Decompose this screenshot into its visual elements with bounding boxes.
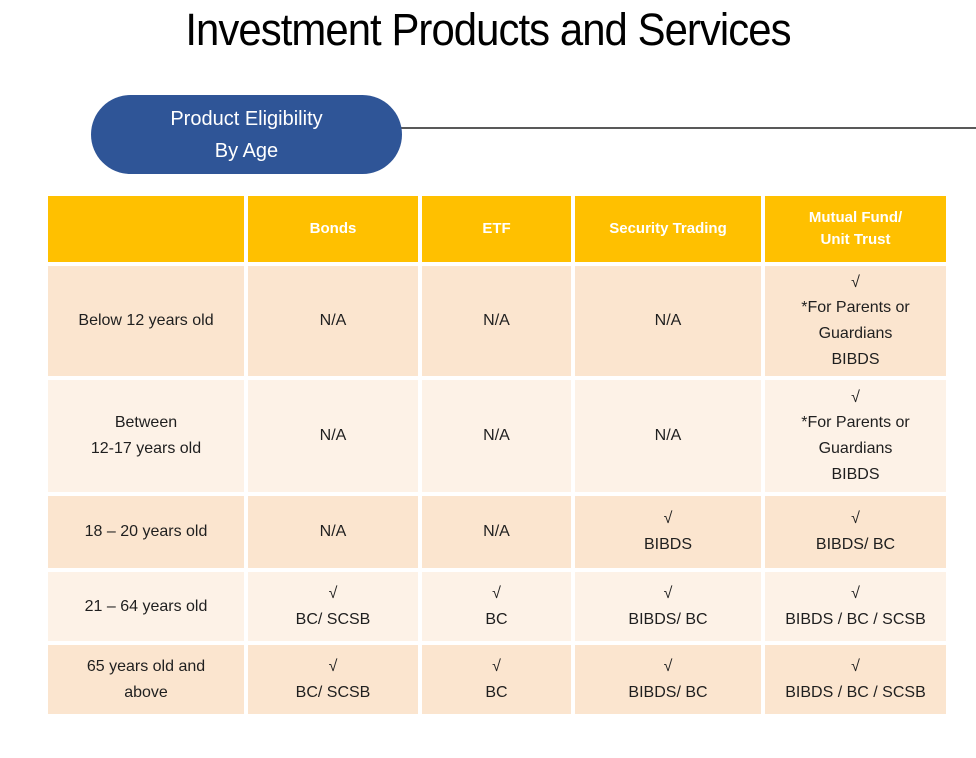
header-cell-age bbox=[48, 196, 244, 262]
age-cell: 18 – 20 years old bbox=[48, 496, 244, 568]
mutual-fund-cell: √ *For Parents or Guardians BIBDS bbox=[765, 266, 946, 376]
header-cell-security-trading: Security Trading bbox=[575, 196, 761, 262]
age-cell: 65 years old and above bbox=[48, 645, 244, 714]
security-trading-cell: N/A bbox=[575, 266, 761, 376]
mutual-fund-cell: √ BIBDS / BC / SCSB bbox=[765, 572, 946, 641]
page-title: Investment Products and Services bbox=[185, 4, 791, 55]
header-cell-mutual-fund: Mutual Fund/ Unit Trust bbox=[765, 196, 946, 262]
bonds-cell: N/A bbox=[248, 496, 418, 568]
header-cell-etf: ETF bbox=[422, 196, 571, 262]
security-trading-cell: √ BIBDS bbox=[575, 496, 761, 568]
security-trading-cell: √ BIBDS/ BC bbox=[575, 645, 761, 714]
security-trading-cell: N/A bbox=[575, 380, 761, 492]
age-cell: Below 12 years old bbox=[48, 266, 244, 376]
etf-cell: √ BC bbox=[422, 645, 571, 714]
eligibility-badge: Product Eligibility By Age bbox=[91, 95, 402, 174]
bonds-cell: N/A bbox=[248, 380, 418, 492]
age-cell: 21 – 64 years old bbox=[48, 572, 244, 641]
bonds-cell: √ BC/ SCSB bbox=[248, 645, 418, 714]
age-cell: Between 12-17 years old bbox=[48, 380, 244, 492]
mutual-fund-cell: √ *For Parents or Guardians BIBDS bbox=[765, 380, 946, 492]
bonds-cell: N/A bbox=[248, 266, 418, 376]
header-cell-bonds: Bonds bbox=[248, 196, 418, 262]
eligibility-table: Bonds ETF Security Trading Mutual Fund/ … bbox=[48, 196, 946, 714]
badge-label: Product Eligibility By Age bbox=[170, 107, 323, 162]
etf-cell: N/A bbox=[422, 266, 571, 376]
connector-line bbox=[246, 127, 976, 129]
bonds-cell: √ BC/ SCSB bbox=[248, 572, 418, 641]
security-trading-cell: √ BIBDS/ BC bbox=[575, 572, 761, 641]
etf-cell: √ BC bbox=[422, 572, 571, 641]
etf-cell: N/A bbox=[422, 380, 571, 492]
mutual-fund-cell: √ BIBDS/ BC bbox=[765, 496, 946, 568]
etf-cell: N/A bbox=[422, 496, 571, 568]
mutual-fund-cell: √ BIBDS / BC / SCSB bbox=[765, 645, 946, 714]
